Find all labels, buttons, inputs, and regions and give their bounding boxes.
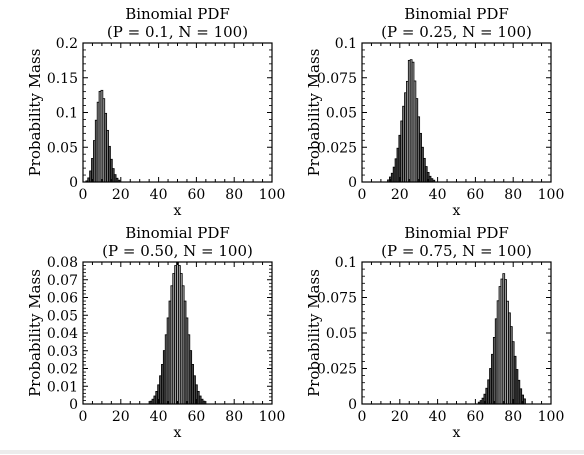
x-tick-label: 20 [112,187,130,203]
x-tick-label: 100 [538,409,565,425]
y-tick-label: 0 [348,397,357,413]
y-tick-label: 0.05 [326,326,357,342]
chart-panel-2: Binomial PDF(P = 0.25, N = 100) 0 20 40 60 80… [305,5,564,219]
chart-subtitle: (P = 0.50, N = 100) [102,242,253,260]
x-tick-label: 100 [259,187,286,203]
y-tick-label: 0.1 [335,255,357,271]
x-axis-label: x [453,203,461,219]
y-tick-label: 0.1 [335,36,357,52]
x-tick-label: 20 [391,409,409,425]
x-tick-label: 100 [259,409,286,425]
x-tick-label: 40 [150,187,168,203]
x-tick-label: 60 [466,409,484,425]
y-tick-label: 0.025 [317,362,357,378]
chart-subtitle: (P = 0.1, N = 100) [107,23,248,41]
y-tick-label: 0.03 [47,344,78,360]
y-tick-label: 0.04 [47,326,78,342]
y-axis-label: Probability Mass [305,269,323,397]
y-axis-label: Probability Mass [305,49,323,177]
chart-subtitle: (P = 0.75, N = 100) [381,242,532,260]
x-tick-label: 0 [79,409,88,425]
x-tick-label: 80 [504,187,522,203]
y-tick-label: 0.05 [47,308,78,324]
y-tick-label: 0 [69,175,78,191]
x-tick-label: 60 [187,409,205,425]
chart-title: Binomial PDF [125,5,230,23]
x-axis-label: x [174,425,182,441]
y-tick-label: 0.025 [317,140,357,156]
y-tick-label: 0.02 [47,362,78,378]
x-tick-label: 40 [429,409,447,425]
y-tick-label: 0.075 [317,291,357,307]
chart-title: Binomial PDF [125,224,230,242]
y-tick-label: 0.05 [326,106,357,122]
plot-frame [361,42,552,183]
y-tick-label: 0.07 [47,273,78,289]
chart-subtitle: (P = 0.25, N = 100) [381,23,532,41]
bottom-divider [0,450,584,454]
y-tick-label: 0.2 [56,36,78,52]
y-tick-label: 0.08 [47,255,78,271]
x-tick-label: 60 [187,187,205,203]
x-tick-label: 80 [225,409,243,425]
x-tick-label: 100 [538,187,565,203]
x-tick-label: 40 [150,409,168,425]
y-tick-label: 0.15 [47,71,78,87]
x-tick-label: 0 [358,187,367,203]
x-axis-label: x [174,203,182,219]
chart-title: Binomial PDF [404,5,509,23]
x-tick-label: 0 [79,187,88,203]
x-tick-label: 80 [504,409,522,425]
chart-panel-3: Binomial PDF(P = 0.50, N = 100) 0 20 40 60 80… [26,224,285,441]
y-tick-label: 0.1 [56,106,78,122]
x-tick-label: 40 [429,187,447,203]
plot-frame [361,261,552,405]
bar [523,398,526,405]
chart-panel-1: Binomial PDF(P = 0.1, N = 100) 0 20 40 60 80 1… [26,5,285,219]
x-tick-label: 20 [112,409,130,425]
y-tick-label: 0.01 [47,379,78,395]
y-tick-label: 0.05 [47,140,78,156]
chart-panel-4: Binomial PDF(P = 0.75, N = 100) 0 20 40 60 80… [305,224,564,441]
y-axis-label: Probability Mass [26,49,44,177]
x-tick-label: 60 [466,187,484,203]
y-axis-label: Probability Mass [26,269,44,397]
y-tick-label: 0.06 [47,291,78,307]
y-tick-label: 0.075 [317,71,357,87]
chart-title: Binomial PDF [404,224,509,242]
x-tick-label: 80 [225,187,243,203]
x-tick-label: 0 [358,409,367,425]
y-tick-label: 0 [69,397,78,413]
y-tick-label: 0 [348,175,357,191]
x-axis-label: x [453,425,461,441]
x-tick-label: 20 [391,187,409,203]
